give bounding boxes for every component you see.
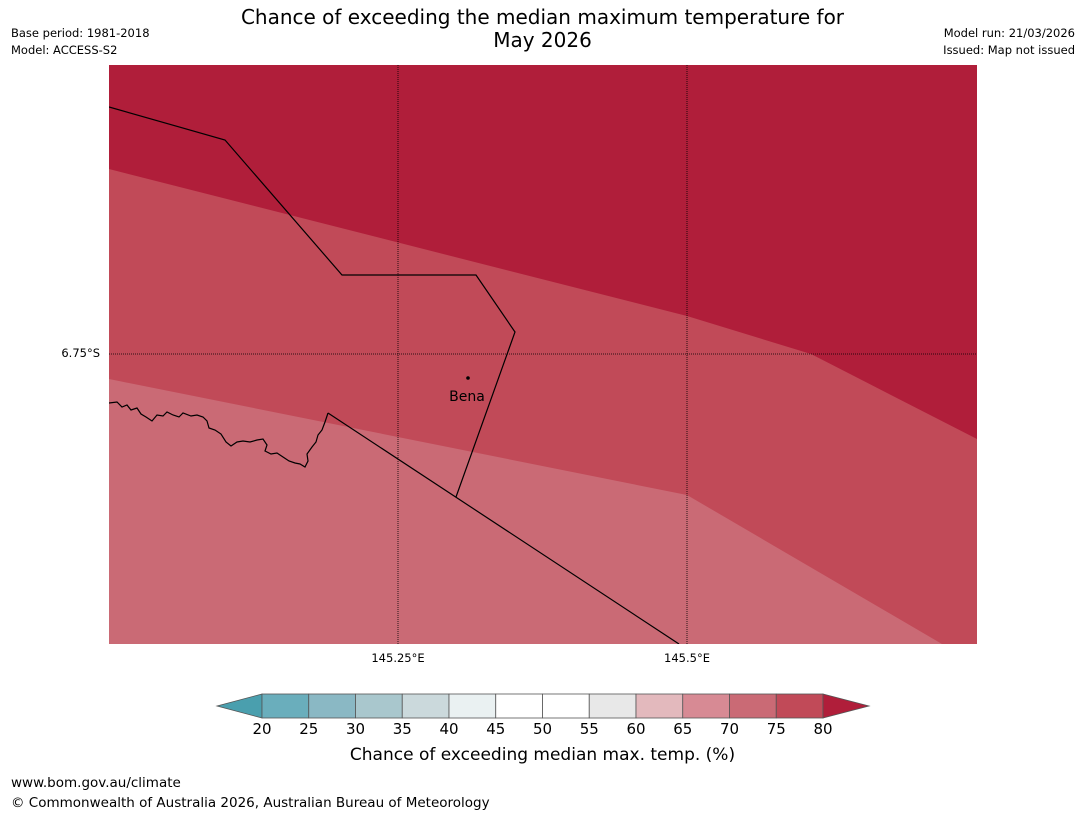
colorbar-tick-label: 40 — [439, 720, 459, 738]
footer-website: www.bom.gov.au/climate — [11, 775, 181, 791]
probability-band-75-80 — [109, 65, 977, 439]
colorbar-segment — [588, 693, 637, 719]
colorbar-tick-label: 50 — [532, 720, 553, 738]
colorbar-segment — [729, 693, 777, 719]
meta-info-left: Base period: 1981-2018 Model: ACCESS-S2 — [11, 25, 150, 59]
title-line-1: Chance of exceeding the median maximum t… — [240, 5, 845, 29]
model-run-text: Model run: 21/03/2026 — [943, 26, 1075, 40]
model-text: Model: ACCESS-S2 — [11, 43, 118, 57]
colorbar-tick-label: 70 — [719, 720, 740, 738]
colorbar-tick-label: 55 — [579, 720, 599, 738]
colorbar-segment — [261, 693, 310, 719]
colorbar-segment — [308, 693, 356, 719]
colorbar-segment — [401, 693, 450, 719]
colorbar-segment — [355, 693, 403, 719]
colorbar-tick-label: 65 — [673, 720, 693, 738]
base-period-text: Base period: 1981-2018 — [11, 26, 150, 40]
colorbar-segment — [635, 693, 684, 719]
colorbar-tick-label: 25 — [299, 720, 319, 738]
latitude-label: 6.75°S — [61, 346, 100, 360]
colorbar-tick-label: 80 — [813, 720, 833, 738]
colorbar-tick-label: 35 — [392, 720, 412, 738]
province-boundary-north — [109, 106, 516, 498]
longitude-label-145-5: 145.5°E — [664, 651, 710, 665]
colorbar-extend-low — [215, 693, 263, 719]
colorbar-tick-label: 75 — [766, 720, 786, 738]
colorbar-tick-label: 30 — [345, 720, 366, 738]
colorbar-label: Chance of exceeding median max. temp. (%… — [349, 745, 736, 765]
colorbar-tick-label: 20 — [252, 720, 272, 738]
colorbar-tick-label: 45 — [486, 720, 506, 738]
meta-info-right: Model run: 21/03/2026 Issued: Map not is… — [943, 25, 1075, 59]
colorbar-tick-label: 60 — [626, 720, 646, 738]
province-boundary-south — [327, 412, 680, 644]
colorbar-segment — [448, 693, 497, 719]
colorbar — [215, 693, 871, 719]
colorbar-segment — [682, 693, 730, 719]
colorbar-segment — [542, 693, 590, 719]
title-line-2: May 2026 — [493, 28, 592, 52]
footer-copyright: © Commonwealth of Australia 2026, Austra… — [11, 795, 490, 811]
forecast-map: Bena — [109, 65, 977, 644]
bena-label: Bena — [449, 389, 485, 405]
colorbar-extend-high — [822, 693, 871, 719]
colorbar-segment — [495, 693, 543, 719]
bena-location-marker — [466, 376, 470, 380]
longitude-label-145-25: 145.25°E — [371, 651, 425, 665]
colorbar-segment — [775, 693, 824, 719]
issued-text: Issued: Map not issued — [943, 43, 1075, 57]
map-title: Chance of exceeding the median maximum t… — [0, 6, 1085, 52]
coastline-boundary — [109, 401, 329, 468]
